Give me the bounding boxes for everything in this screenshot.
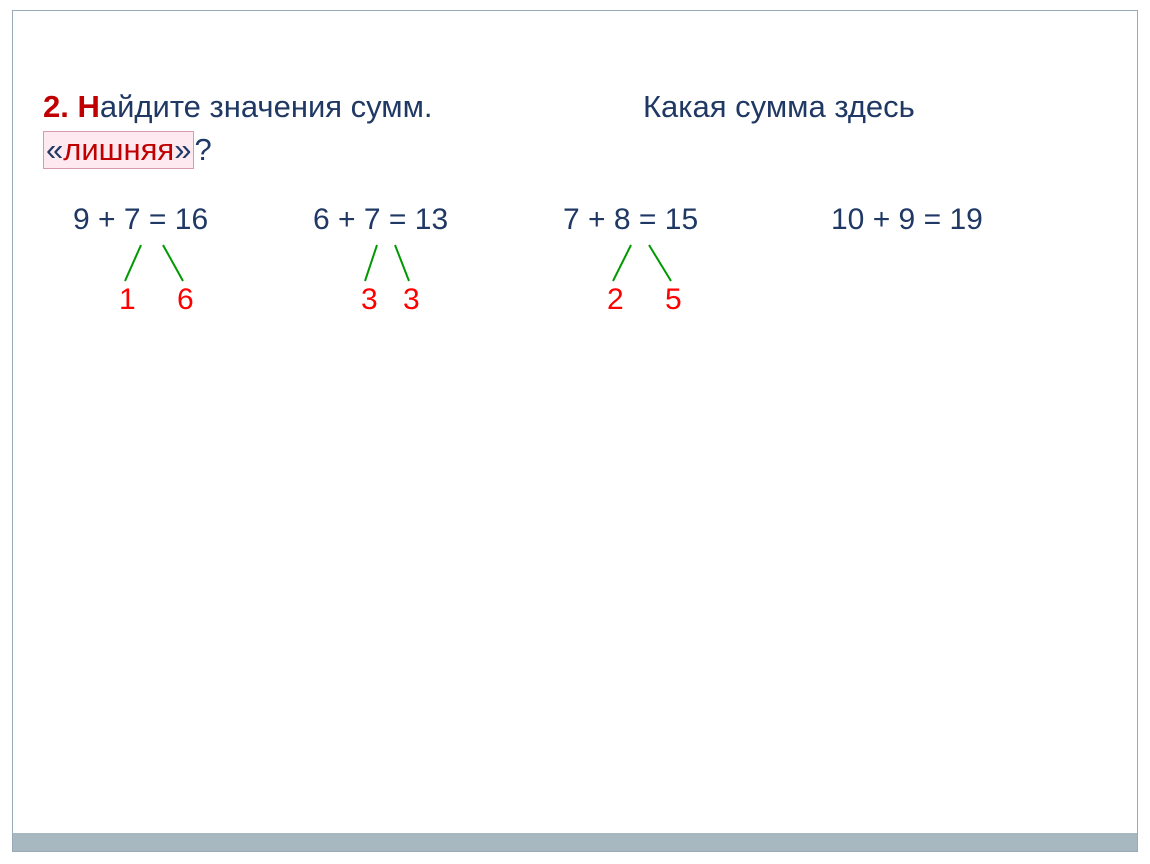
equation-3: 7 + 8 = 15 2 5 [563, 203, 698, 237]
header-line-2: «лишняя»? [43, 131, 1123, 169]
header-second-part: Какая сумма здесь [643, 89, 915, 125]
question-mark: ? [194, 132, 211, 167]
equation-result: 13 [406, 203, 448, 236]
task-rest: айдите значения сумм. [100, 89, 433, 124]
header-line-1: 2. Найдите значения сумм. Какая сумма зд… [43, 89, 1123, 125]
equation-result: 16 [166, 203, 208, 236]
equation-result: 19 [941, 203, 983, 236]
bottom-bar [13, 833, 1137, 851]
equation-4: 10 + 9 = 19 [831, 203, 983, 237]
equation-expr: 10 + 9 = [831, 203, 941, 236]
equation-1: 9 + 7 = 16 1 6 [73, 203, 208, 237]
task-number: 2. [43, 89, 69, 124]
highlight-box: «лишняя» [43, 131, 194, 169]
close-quote: » [174, 132, 191, 167]
highlight-word: лишняя [63, 132, 174, 167]
decomposition-1: 1 6 [101, 241, 221, 311]
equation-expr: 6 + 7 = [313, 203, 406, 236]
equation-result: 15 [656, 203, 698, 236]
decomp-lines-icon [339, 241, 459, 291]
decomposition-2: 3 3 [339, 241, 459, 311]
task-first-letter: Н [77, 89, 99, 124]
decomposition-3: 2 5 [589, 241, 709, 311]
equation-2: 6 + 7 = 13 3 3 [313, 203, 448, 237]
decomp-right-num: 5 [665, 283, 682, 317]
equation-expr: 9 + 7 = [73, 203, 166, 236]
open-quote: « [46, 132, 63, 167]
equations-row: 9 + 7 = 16 1 6 6 + 7 = 13 3 3 [63, 203, 1123, 343]
decomp-right-num: 3 [403, 283, 420, 317]
header-area: 2. Найдите значения сумм. Какая сумма зд… [43, 89, 1123, 169]
equation-expr: 7 + 8 = [563, 203, 656, 236]
decomp-left-num: 2 [607, 283, 624, 317]
decomp-left-num: 1 [119, 283, 136, 317]
decomp-left-num: 3 [361, 283, 378, 317]
slide-frame: 2. Найдите значения сумм. Какая сумма зд… [12, 10, 1138, 852]
decomp-right-num: 6 [177, 283, 194, 317]
